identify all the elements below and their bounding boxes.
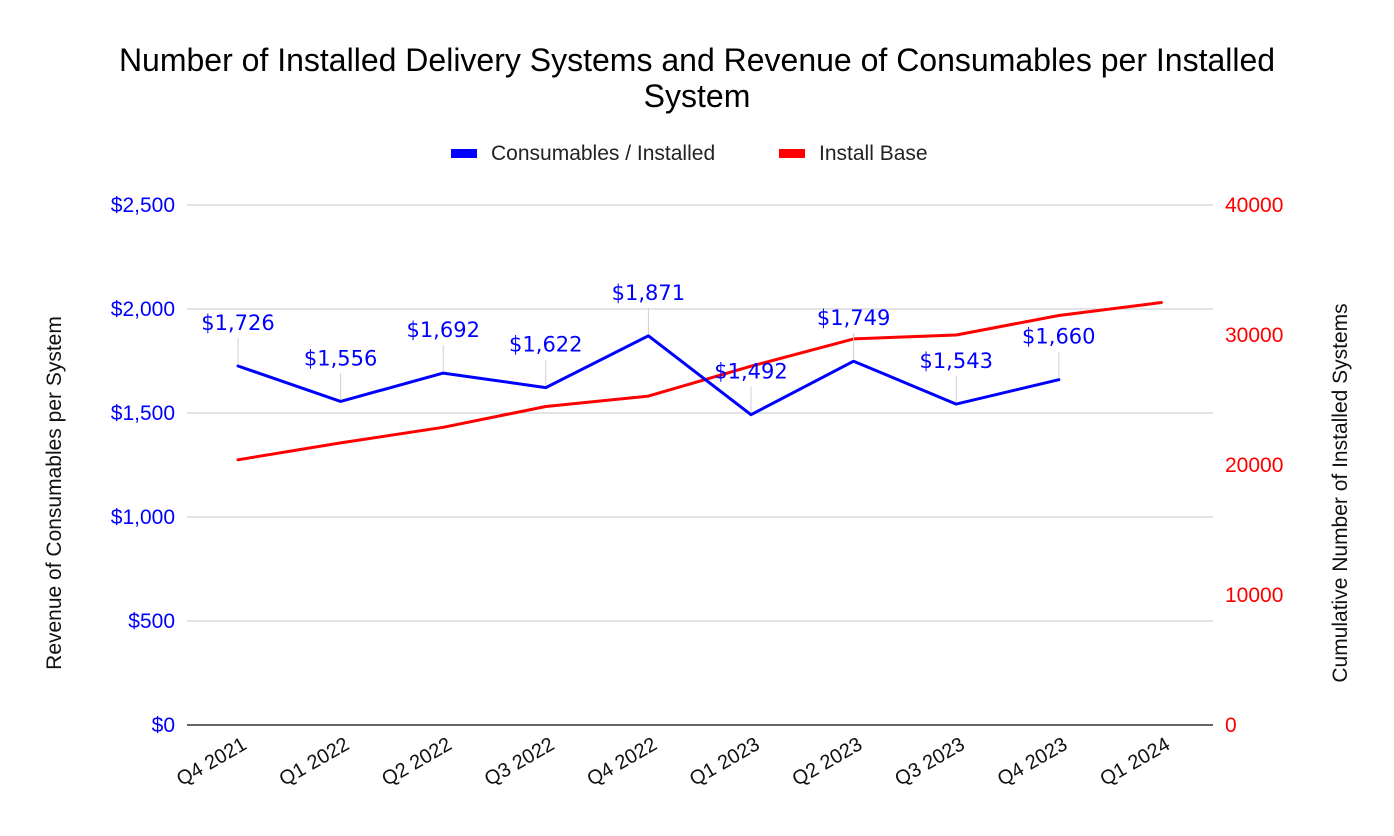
left-tick-label: $1,500 [111, 402, 175, 425]
left-tick-label: $2,500 [111, 194, 175, 217]
data-label-connectors [237, 307, 1060, 413]
series-line-install-base [236, 301, 1163, 462]
data-labels: $1,726 $1,556 $1,692 $1,622 $1,871 $1,492 $1,7… [201, 281, 1095, 384]
right-tick-label: 10000 [1225, 584, 1283, 607]
left-tick-label: $0 [152, 714, 175, 737]
data-label: $1,692 [406, 318, 479, 342]
legend-label-consumables: Consumables / Installed [491, 142, 715, 165]
left-tick-label: $500 [128, 610, 175, 633]
legend-swatch-install-base [779, 149, 805, 158]
series-line-consumables-installed [236, 334, 1061, 417]
data-label: $1,492 [714, 360, 787, 384]
x-tick-label: Q4 2021 [173, 733, 250, 790]
right-tick-label: 40000 [1225, 194, 1283, 217]
x-tick-label: Q4 2023 [994, 733, 1071, 790]
legend-swatch-consumables [451, 149, 477, 158]
data-label: $1,871 [612, 281, 685, 305]
data-label: $1,622 [509, 333, 582, 357]
series-lines [236, 301, 1163, 462]
x-tick-label: Q1 2023 [686, 733, 763, 790]
left-tick-label: $1,000 [111, 506, 175, 529]
left-axis-title: Revenue of Consumables per System [43, 316, 66, 670]
right-tick-label: 30000 [1225, 324, 1283, 347]
legend-label-install-base: Install Base [819, 142, 928, 165]
x-tick-label: Q3 2022 [481, 733, 558, 790]
x-tick-label: Q1 2022 [276, 733, 353, 790]
gridlines [187, 204, 1213, 726]
x-axis-ticks: Q4 2021 Q1 2022 Q2 2022 Q3 2022 Q4 2022 Q1 20… [173, 733, 1174, 790]
data-label: $1,660 [1022, 325, 1095, 349]
data-label: $1,726 [201, 311, 274, 335]
right-axis-title: Cumulative Number of Installed Systems [1329, 303, 1352, 682]
x-tick-label: Q1 2024 [1096, 733, 1173, 790]
left-tick-label: $2,000 [111, 298, 175, 321]
legend: Consumables / Installed Install Base [451, 142, 928, 165]
left-axis-ticks: $0 $500 $1,000 $1,500 $2,000 $2,500 [111, 194, 175, 737]
x-tick-label: Q4 2022 [583, 733, 660, 790]
right-axis-ticks: 0 10000 20000 30000 40000 [1225, 194, 1283, 737]
x-tick-label: Q3 2023 [891, 733, 968, 790]
data-label: $1,543 [919, 349, 992, 373]
chart-title-line-2: System [644, 78, 751, 114]
x-tick-label: Q2 2023 [789, 733, 866, 790]
data-label: $1,749 [817, 306, 890, 330]
x-tick-label: Q2 2022 [378, 733, 455, 790]
right-tick-label: 0 [1225, 714, 1237, 737]
data-label: $1,556 [304, 346, 377, 370]
right-tick-label: 20000 [1225, 454, 1283, 477]
chart-title-line-1: Number of Installed Delivery Systems and… [119, 42, 1275, 78]
